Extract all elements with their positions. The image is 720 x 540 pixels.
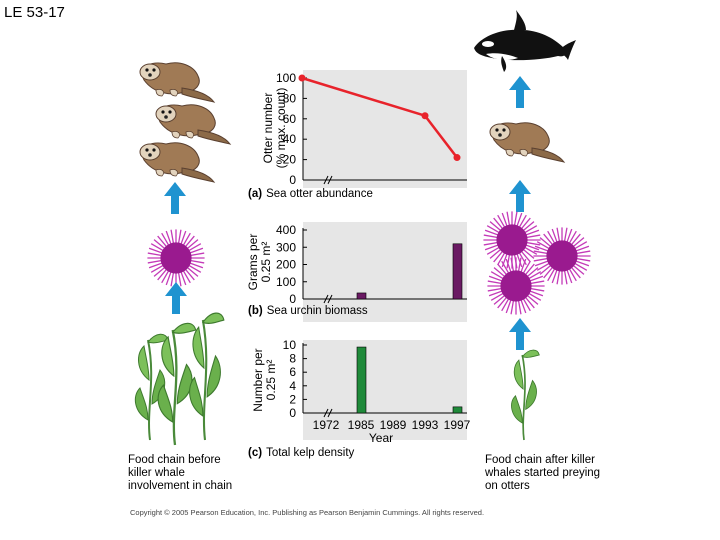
bar — [452, 243, 463, 300]
plot-area — [303, 222, 467, 322]
y-tick-label: 80 — [283, 91, 297, 105]
axis-break — [327, 408, 333, 418]
x-tick-label: 1972 — [313, 418, 340, 432]
up-arrow-icon — [509, 76, 531, 108]
y-tick-label: 0 — [289, 173, 296, 187]
y-tick-label: 0 — [289, 406, 296, 420]
plot-area — [303, 70, 467, 188]
y-tick-label: 4 — [289, 379, 296, 393]
up-arrow-icon — [164, 182, 186, 214]
bar — [356, 346, 367, 414]
caption-before: Food chain before killer whale involveme… — [128, 454, 233, 492]
sea-otter-icon — [139, 142, 215, 183]
y-tick-label: 10 — [283, 338, 297, 352]
y-axis-label: 0.25 m² — [264, 360, 278, 401]
caption-after: Food chain after killer whales started p… — [485, 454, 601, 492]
x-tick-label: 1993 — [412, 418, 439, 432]
y-tick-label: 200 — [276, 258, 296, 272]
killer-whale-icon — [474, 10, 576, 72]
panel-caption: (a) Sea otter abundance — [248, 188, 373, 200]
x-axis-label: Year — [369, 431, 393, 445]
panel-caption: (c) Total kelp density — [248, 447, 355, 459]
x-tick-label: 1989 — [380, 418, 407, 432]
panel-title: Sea urchin biomass — [267, 305, 368, 317]
panel-title: Sea otter abundance — [266, 188, 373, 200]
y-axis-label: Grams per — [246, 234, 260, 291]
axis-break — [323, 408, 329, 418]
kelp-icon — [134, 311, 226, 447]
y-tick-label: 400 — [276, 223, 296, 237]
panel-caption: (b) Sea urchin biomass — [248, 305, 368, 317]
y-tick-label: 20 — [283, 153, 297, 167]
sea-otter-icon — [155, 104, 231, 145]
data-point — [453, 154, 461, 162]
up-arrow-icon — [509, 180, 531, 212]
axis-break — [323, 294, 329, 304]
y-axis-label: Number per — [251, 348, 265, 411]
copyright-notice: Copyright © 2005 Pearson Education, Inc.… — [130, 508, 485, 517]
panel-title: Total kelp density — [266, 447, 354, 459]
kelp-icon — [510, 349, 541, 441]
data-point — [421, 112, 429, 120]
panel-label: (c) — [248, 447, 262, 459]
y-tick-label: 6 — [289, 365, 296, 379]
y-tick-label: 100 — [276, 275, 296, 289]
x-tick-label: 1997 — [444, 418, 471, 432]
y-axis-label: (% max. count) — [274, 88, 288, 169]
y-tick-label: 40 — [283, 132, 297, 146]
axis-break — [327, 175, 333, 185]
sea-otter-icon — [489, 122, 565, 163]
axis-break — [323, 175, 329, 185]
sea-otter-icon — [139, 62, 215, 103]
up-arrow-icon — [165, 282, 187, 314]
panel-label: (a) — [248, 188, 262, 200]
x-tick-label: 1985 — [348, 418, 375, 432]
data-point — [298, 74, 306, 82]
y-tick-label: 0 — [289, 292, 296, 306]
bar — [452, 406, 463, 414]
slide-title: LE 53-17 — [4, 4, 65, 21]
plot-area — [303, 340, 467, 440]
y-axis-label: Otter number — [261, 93, 275, 164]
y-tick-label: 100 — [276, 71, 296, 85]
y-axis-label: 0.25 m² — [259, 242, 273, 283]
sea-urchin-icon — [146, 228, 206, 288]
panel-label: (b) — [248, 305, 263, 317]
y-tick-label: 60 — [283, 112, 297, 126]
y-tick-label: 300 — [276, 240, 296, 254]
chart-sea-urchin-biomass: 0 100 200 300 400 Grams per 0.25 m² (b) Sea urch… — [246, 222, 467, 322]
axis-break — [327, 294, 333, 304]
bar — [356, 292, 367, 300]
y-tick-label: 8 — [289, 352, 296, 366]
up-arrow-icon — [509, 318, 531, 350]
y-tick-label: 2 — [289, 392, 296, 406]
